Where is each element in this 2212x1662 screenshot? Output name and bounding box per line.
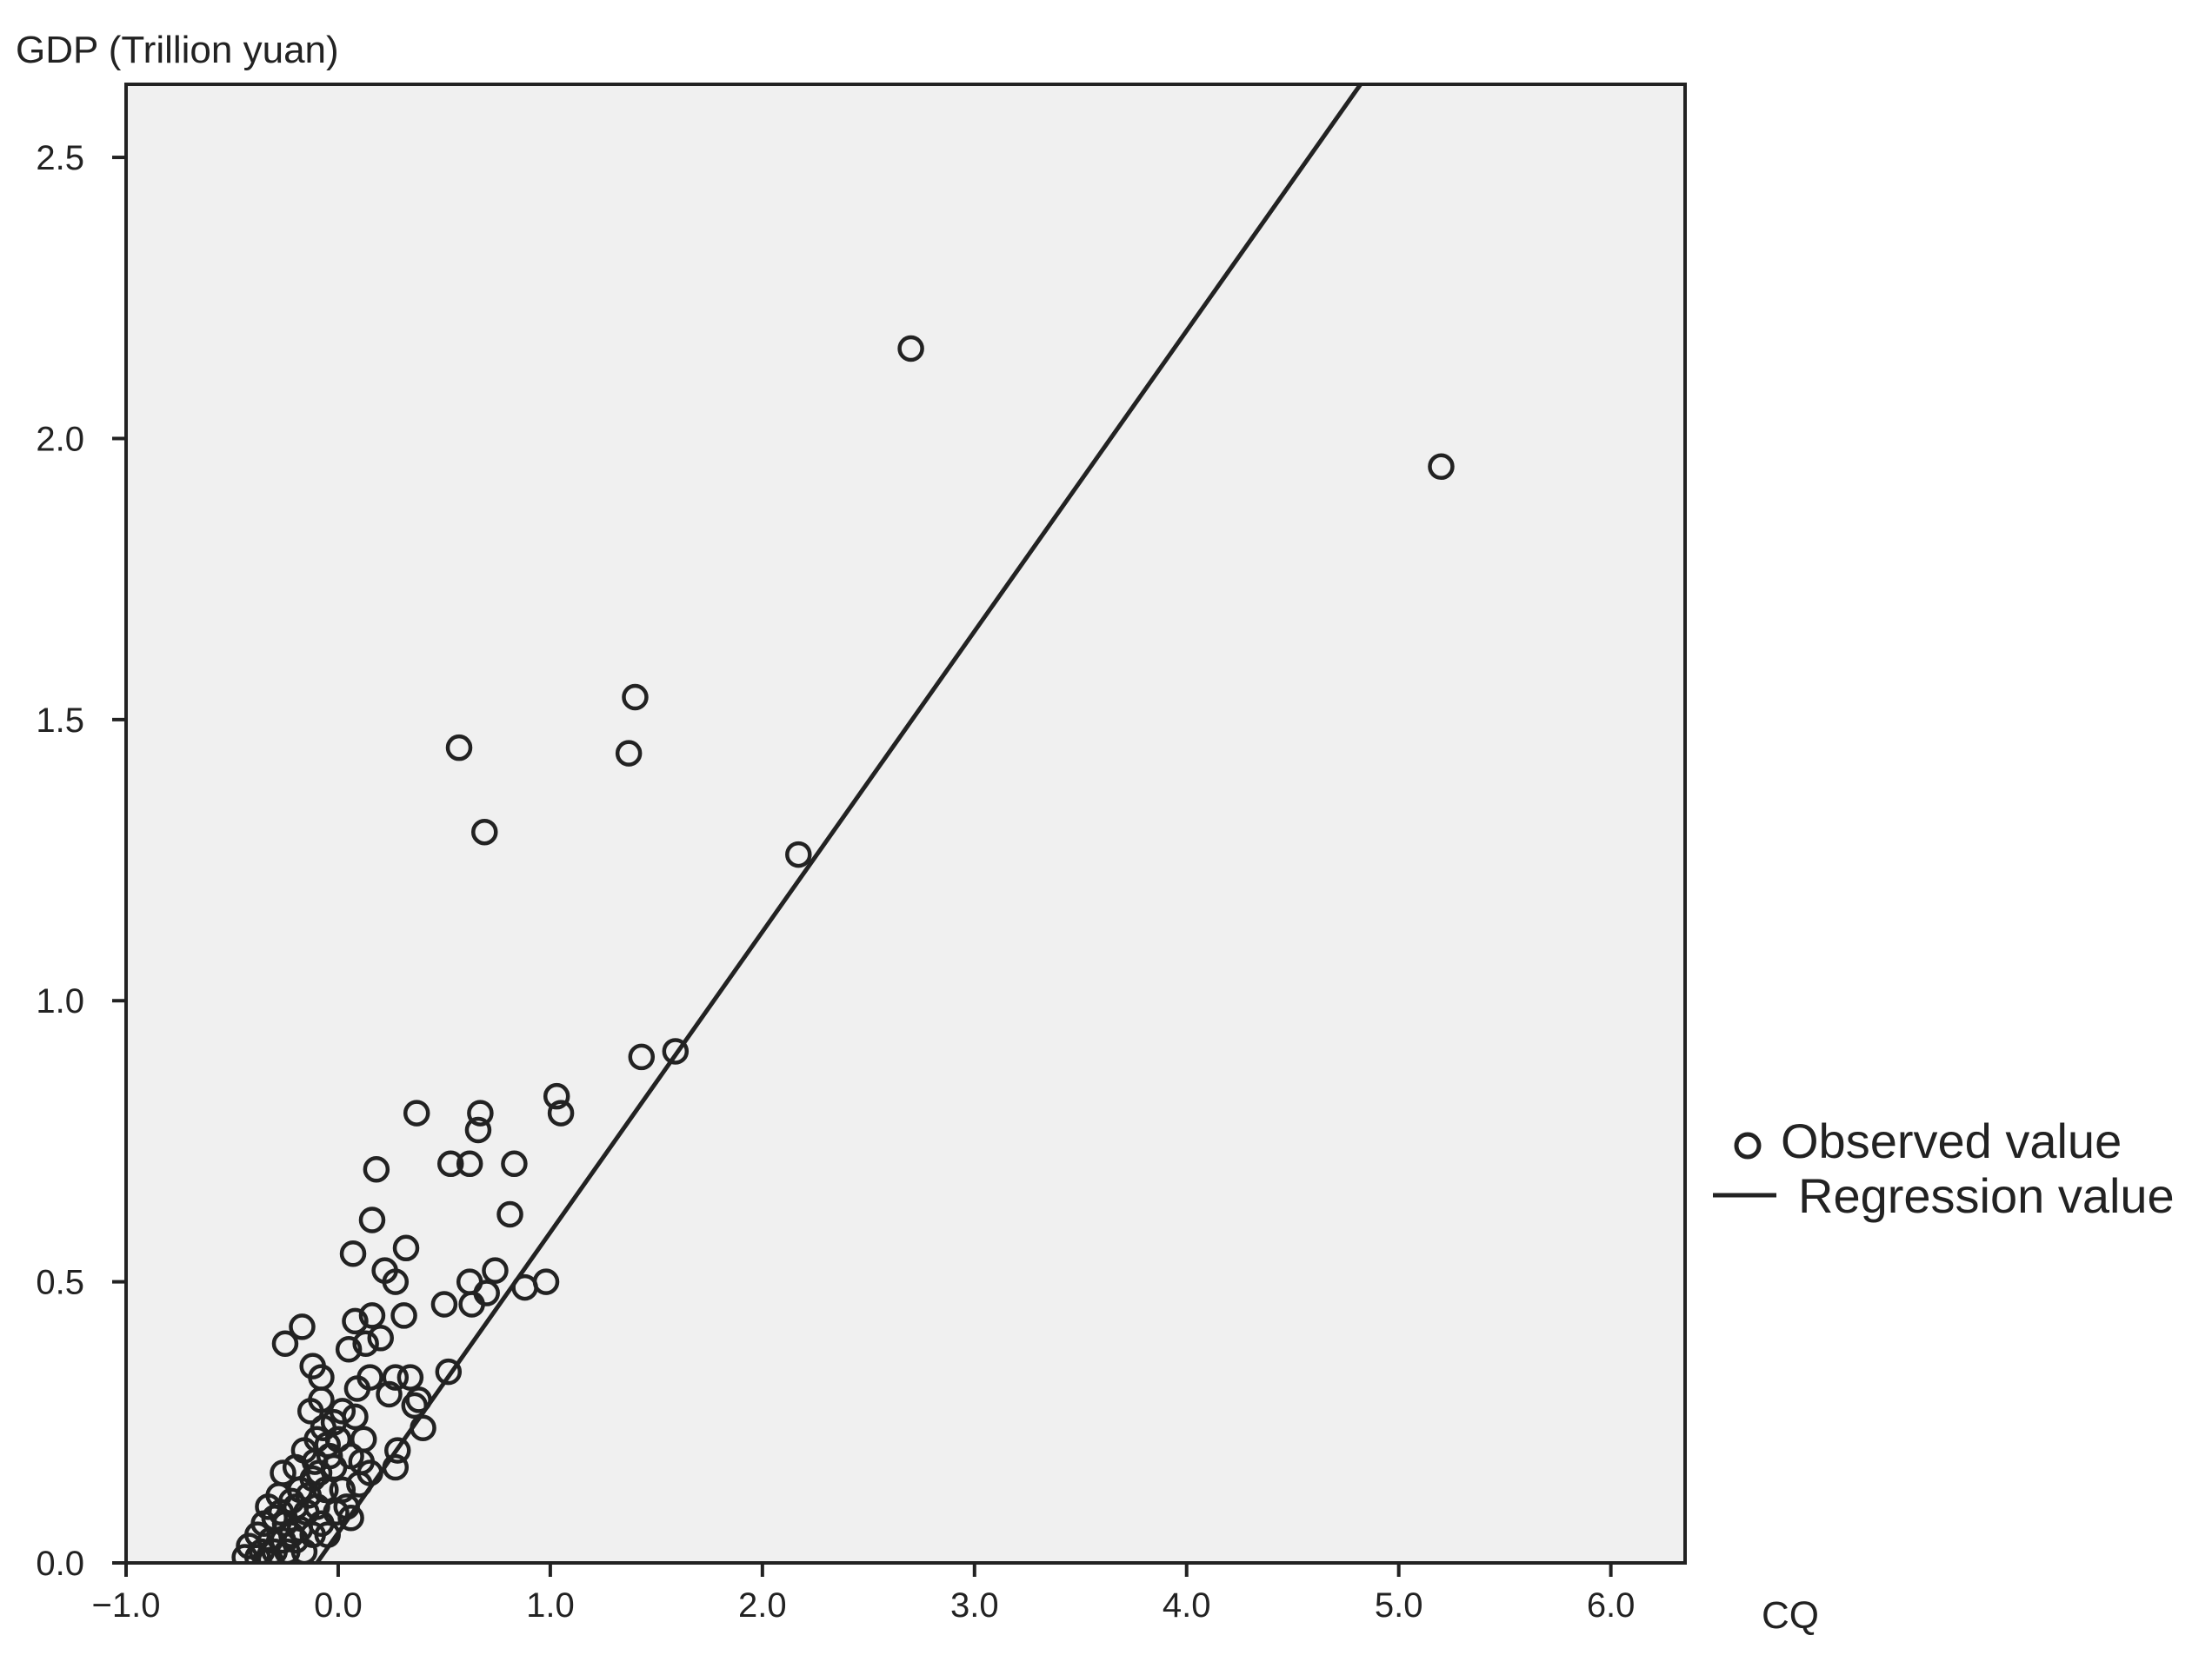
x-tick-label: 6.0 (1587, 1586, 1636, 1625)
observed-point (244, 1544, 271, 1563)
observed-point (343, 1375, 371, 1402)
plot-frame (124, 83, 1687, 1565)
observed-point (785, 841, 812, 868)
observed-point (482, 1257, 509, 1284)
observed-point (396, 1364, 424, 1391)
plot-area (124, 83, 1687, 1565)
observed-point (390, 1302, 417, 1329)
observed-point (257, 1546, 284, 1563)
observed-point (337, 1505, 364, 1532)
legend-observed-marker (1734, 1132, 1762, 1160)
observed-point (339, 1240, 367, 1267)
x-tick-label: 0.0 (314, 1586, 363, 1625)
legend-regression-label: Regression value (1798, 1168, 2175, 1223)
legend: Observed value Regression value (1713, 1114, 2175, 1223)
observed-point (1428, 453, 1455, 481)
y-tick-label: 1.5 (36, 701, 84, 740)
observed-point (471, 818, 498, 846)
y-axis-label: GDP (Trillion yuan) (16, 29, 339, 71)
observed-point (352, 1330, 379, 1358)
observed-point (324, 1426, 352, 1453)
observed-point (615, 740, 643, 767)
y-tick-label: 2.5 (36, 139, 84, 177)
observed-point (430, 1291, 458, 1318)
observed-point (323, 1499, 350, 1526)
observed-point (435, 1358, 463, 1386)
observed-point (278, 1521, 305, 1548)
legend-observed-label: Observed value (1781, 1114, 2122, 1168)
observed-point (458, 1291, 485, 1318)
observed-point (436, 1150, 464, 1178)
observed-point (301, 1448, 329, 1475)
observed-point (348, 1448, 376, 1475)
observed-point (382, 1364, 410, 1391)
observed-point (342, 1307, 369, 1335)
observed-point (267, 1499, 295, 1526)
observed-point (662, 1038, 690, 1065)
y-axis: 0.0 0.5 1.0 1.5 2.0 2.5 (36, 139, 126, 1583)
observed-point (363, 1156, 390, 1183)
observed-point (464, 1116, 492, 1144)
observed-point (358, 1207, 386, 1233)
x-tick-label: 5.0 (1375, 1586, 1423, 1625)
x-tick-label: 1.0 (526, 1586, 575, 1625)
observed-point (897, 335, 924, 362)
observed-point (622, 683, 649, 711)
x-tick-label: −1.0 (92, 1586, 161, 1625)
observed-point (289, 1313, 316, 1340)
observed-point (392, 1234, 420, 1262)
observed-point (543, 1082, 570, 1110)
observed-point (282, 1493, 310, 1520)
observed-point (384, 1437, 411, 1464)
observed-point (335, 1335, 363, 1363)
observed-point (496, 1200, 523, 1228)
observed-point (467, 1100, 494, 1127)
series-layer (231, 84, 1455, 1563)
regression-line (315, 84, 1363, 1563)
observed-point (367, 1325, 394, 1352)
x-tick-label: 4.0 (1163, 1586, 1211, 1625)
observed-point (248, 1538, 276, 1563)
observed-point (255, 1493, 282, 1520)
x-axis-label: CQ (1762, 1594, 1819, 1637)
observed-point (403, 1100, 430, 1127)
observed-point (445, 734, 473, 761)
observed-point (358, 1302, 386, 1329)
observed-point (231, 1544, 258, 1563)
observed-point (308, 1386, 335, 1413)
observed-point (376, 1380, 403, 1408)
observed-point (501, 1150, 528, 1178)
y-tick-label: 1.0 (36, 982, 84, 1020)
observed-point (547, 1100, 575, 1127)
observed-point (382, 1268, 410, 1295)
y-tick-label: 0.0 (36, 1545, 84, 1583)
y-tick-label: 0.5 (36, 1264, 84, 1302)
x-tick-label: 3.0 (950, 1586, 999, 1625)
x-tick-label: 2.0 (738, 1586, 787, 1625)
observed-point (290, 1538, 318, 1563)
x-axis: −1.0 0.0 1.0 2.0 3.0 4.0 5.0 6.0 (92, 1563, 1636, 1625)
observed-point (628, 1043, 656, 1071)
y-tick-label: 2.0 (36, 420, 84, 458)
observed-point (456, 1150, 483, 1178)
observed-point (271, 1330, 299, 1358)
